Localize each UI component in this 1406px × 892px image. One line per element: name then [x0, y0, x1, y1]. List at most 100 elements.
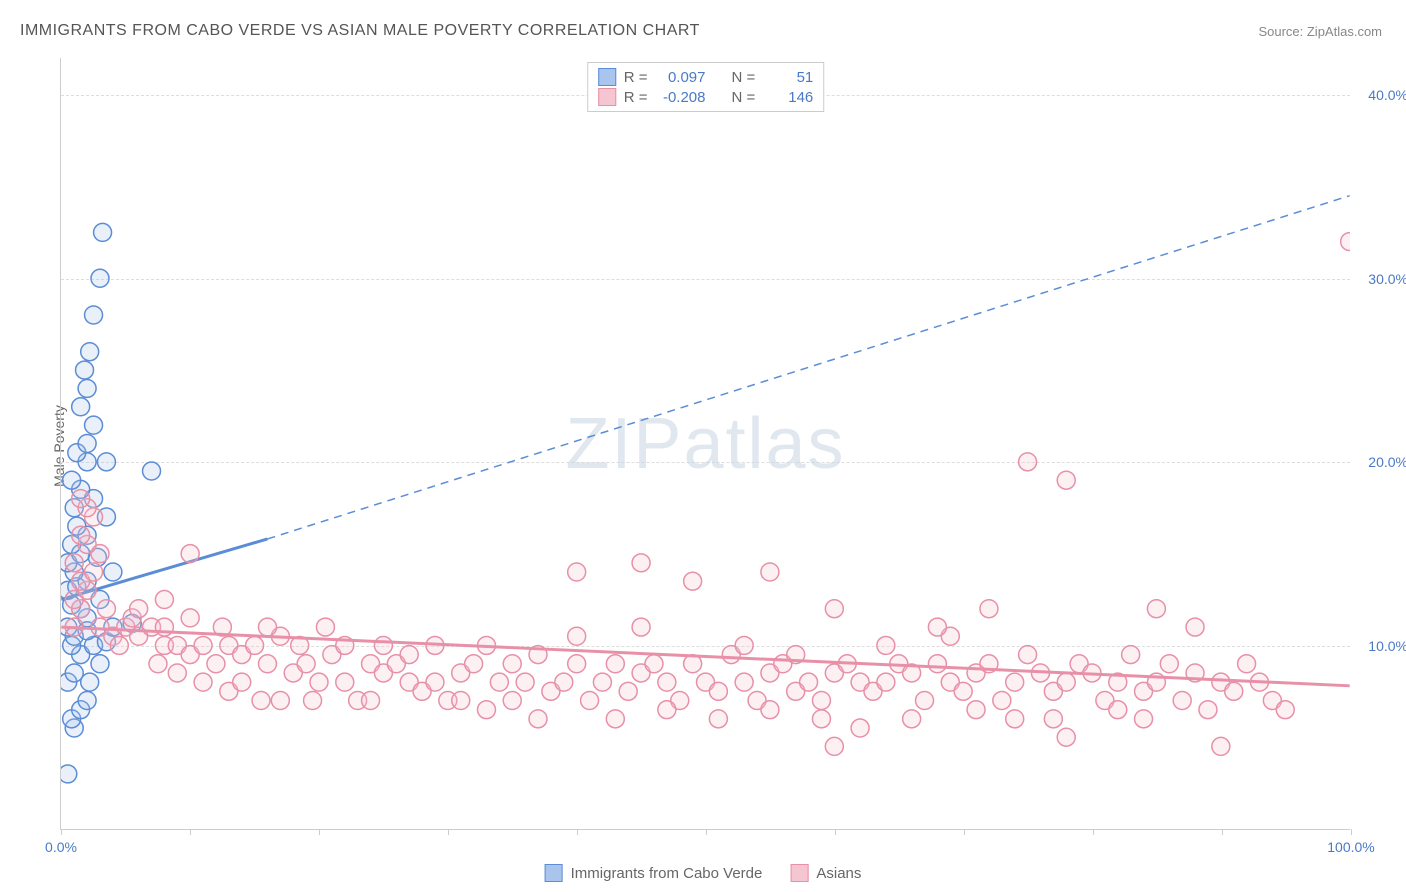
scatter-point — [568, 655, 586, 673]
scatter-point — [684, 572, 702, 590]
scatter-point — [1006, 673, 1024, 691]
scatter-point — [400, 646, 418, 664]
scatter-point — [168, 664, 186, 682]
scatter-point — [825, 600, 843, 618]
scatter-point — [316, 618, 334, 636]
scatter-point — [800, 673, 818, 691]
scatter-point — [581, 692, 599, 710]
scatter-point — [1238, 655, 1256, 673]
scatter-point — [916, 692, 934, 710]
scatter-point — [72, 526, 90, 544]
scatter-point — [304, 692, 322, 710]
scatter-point — [91, 655, 109, 673]
scatter-point — [130, 600, 148, 618]
scatter-point — [63, 471, 81, 489]
scatter-point — [1135, 710, 1153, 728]
scatter-point — [181, 609, 199, 627]
scatter-point — [78, 435, 96, 453]
scatter-point — [78, 692, 96, 710]
x-tick — [706, 829, 707, 835]
bottom-legend: Immigrants from Cabo Verde Asians — [545, 864, 862, 882]
r-value-series2: -0.208 — [656, 89, 706, 106]
scatter-point — [1341, 233, 1350, 251]
scatter-point — [1122, 646, 1140, 664]
scatter-point — [619, 682, 637, 700]
x-tick-label-min: 0.0% — [45, 839, 77, 855]
scatter-point — [65, 664, 83, 682]
swatch-series1 — [598, 68, 616, 86]
scatter-point — [1044, 710, 1062, 728]
scatter-point — [1160, 655, 1178, 673]
scatter-point — [490, 673, 508, 691]
scatter-point — [568, 627, 586, 645]
scatter-point — [529, 710, 547, 728]
y-tick-label: 20.0% — [1358, 454, 1406, 470]
scatter-point — [91, 269, 109, 287]
scatter-point — [97, 453, 115, 471]
stats-row-series1: R = 0.097 N = 51 — [598, 67, 814, 87]
y-tick-label: 30.0% — [1358, 271, 1406, 287]
scatter-point — [606, 710, 624, 728]
scatter-point — [1225, 682, 1243, 700]
scatter-point — [1199, 701, 1217, 719]
scatter-point — [1006, 710, 1024, 728]
scatter-point — [928, 655, 946, 673]
scatter-point — [516, 673, 534, 691]
scatter-point — [812, 710, 830, 728]
scatter-point — [568, 563, 586, 581]
scatter-point — [645, 655, 663, 673]
scatter-point — [65, 554, 83, 572]
scatter-point — [452, 692, 470, 710]
scatter-point — [477, 701, 495, 719]
source-attribution: Source: ZipAtlas.com — [1258, 24, 1382, 39]
scatter-point — [155, 591, 173, 609]
scatter-point — [606, 655, 624, 673]
scatter-point — [1057, 673, 1075, 691]
scatter-point — [78, 379, 96, 397]
scatter-point — [181, 545, 199, 563]
scatter-point — [336, 673, 354, 691]
scatter-point — [94, 223, 112, 241]
swatch-series2 — [598, 88, 616, 106]
scatter-point — [297, 655, 315, 673]
scatter-point — [851, 719, 869, 737]
scatter-point — [735, 636, 753, 654]
x-tick-label-max: 100.0% — [1327, 839, 1374, 855]
legend-swatch-series1 — [545, 864, 563, 882]
scatter-point — [81, 343, 99, 361]
n-label: N = — [732, 89, 756, 106]
scatter-point — [110, 636, 128, 654]
x-tick — [577, 829, 578, 835]
x-tick — [1351, 829, 1352, 835]
scatter-point — [709, 682, 727, 700]
scatter-point — [928, 618, 946, 636]
scatter-point — [877, 636, 895, 654]
scatter-point — [76, 361, 94, 379]
x-tick — [964, 829, 965, 835]
scatter-point — [1147, 600, 1165, 618]
y-tick-label: 10.0% — [1358, 638, 1406, 654]
n-value-series1: 51 — [763, 69, 813, 86]
scatter-point — [85, 416, 103, 434]
scatter-point — [194, 636, 212, 654]
scatter-point — [735, 673, 753, 691]
scatter-point — [1057, 471, 1075, 489]
legend-label-series1: Immigrants from Cabo Verde — [571, 865, 763, 882]
x-tick — [61, 829, 62, 835]
x-tick — [448, 829, 449, 835]
stats-legend-box: R = 0.097 N = 51 R = -0.208 N = 146 — [587, 62, 825, 112]
scatter-point — [143, 462, 161, 480]
scatter-point — [374, 636, 392, 654]
scatter-point — [258, 618, 276, 636]
n-label: N = — [732, 69, 756, 86]
chart-title: IMMIGRANTS FROM CABO VERDE VS ASIAN MALE… — [20, 22, 700, 40]
scatter-point — [149, 655, 167, 673]
scatter-point — [252, 692, 270, 710]
x-tick — [190, 829, 191, 835]
scatter-point — [632, 618, 650, 636]
scatter-point — [194, 673, 212, 691]
scatter-point — [877, 673, 895, 691]
x-tick — [319, 829, 320, 835]
r-value-series1: 0.097 — [656, 69, 706, 86]
y-tick-label: 40.0% — [1358, 87, 1406, 103]
